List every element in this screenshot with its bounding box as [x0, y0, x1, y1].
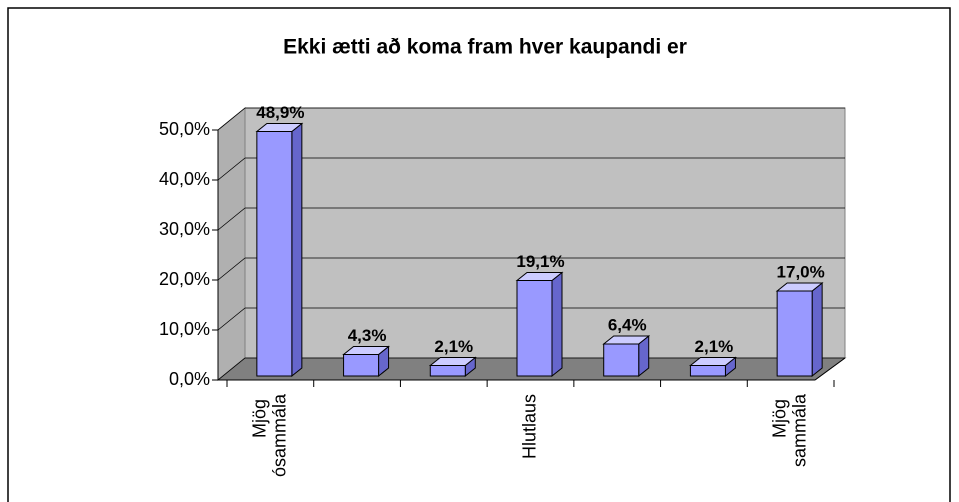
value-label: 19,1%: [516, 252, 564, 271]
grid-line-side: [217, 157, 246, 181]
bar-side: [551, 271, 563, 378]
grid-line-side: [217, 357, 246, 381]
value-label: 2,1%: [434, 337, 473, 356]
x-tick-label: Mjög sammála: [769, 393, 809, 467]
value-label: 6,4%: [608, 315, 647, 334]
bar-side: [811, 281, 823, 378]
bar: [603, 343, 640, 377]
grid-line-side: [217, 257, 246, 281]
value-label: 4,3%: [348, 326, 387, 345]
bar: [429, 365, 466, 377]
grid-line-side: [217, 307, 246, 331]
bar: [689, 365, 726, 377]
bar: [776, 290, 813, 377]
y-tick-label: 20,0%: [159, 269, 210, 289]
grid-line-side: [217, 107, 246, 131]
value-label: 48,9%: [256, 103, 304, 122]
x-tick-label: Hlutlaus: [519, 394, 539, 459]
y-tick-label: 30,0%: [159, 219, 210, 239]
value-label: 2,1%: [695, 337, 734, 356]
y-tick-label: 0,0%: [169, 369, 210, 389]
bar: [343, 354, 380, 377]
y-tick-label: 10,0%: [159, 319, 210, 339]
y-tick-label: 50,0%: [159, 119, 210, 139]
grid-line-side: [217, 207, 246, 231]
x-tick-label: Mjög ósammála: [249, 393, 289, 477]
value-label: 17,0%: [777, 262, 825, 281]
left-wall: [217, 106, 246, 382]
chart-title: Ekki ætti að koma fram hver kaupandi er: [283, 36, 687, 59]
bar-side: [291, 122, 303, 378]
y-tick-label: 40,0%: [159, 169, 210, 189]
bar: [256, 131, 293, 377]
bar: [516, 280, 553, 377]
x-axis-depth: [814, 357, 846, 381]
